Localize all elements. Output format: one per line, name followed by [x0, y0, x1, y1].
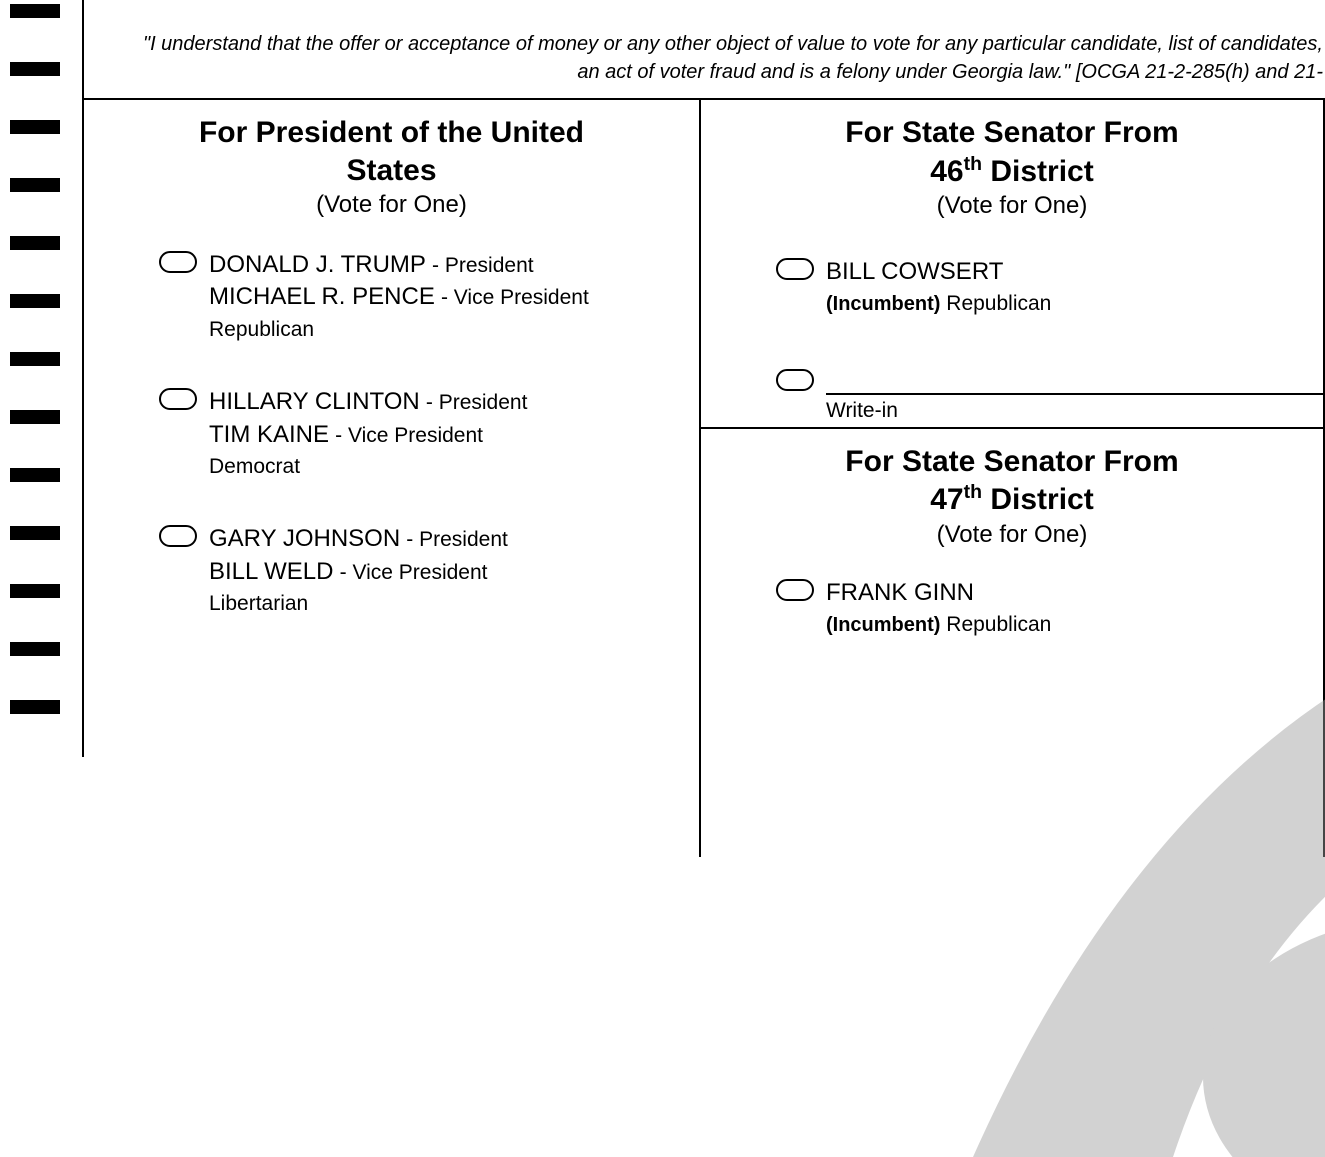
- title-line: For State Senator From: [845, 445, 1178, 478]
- candidate-option[interactable]: BILL COWSERT (Incumbent) Republican: [776, 256, 1303, 319]
- timing-mark: [10, 120, 60, 134]
- writein-label: Write-in: [826, 399, 1323, 427]
- disclaimer-line2: an act of voter fraud and is a felony un…: [577, 61, 1323, 83]
- race-title-senate47: For State Senator From 47th District: [721, 443, 1303, 519]
- timing-mark: [10, 468, 60, 482]
- candidate-list-senate47: FRANK GINN (Incumbent) Republican: [701, 559, 1323, 640]
- role-text: Vice President: [352, 561, 487, 584]
- role-text: Vice President: [454, 286, 589, 309]
- writein-block: Write-in: [826, 367, 1323, 427]
- candidate-text: BILL COWSERT (Incumbent) Republican: [826, 256, 1051, 319]
- race-header-senate47: For State Senator From 47th District (Vo…: [701, 429, 1323, 559]
- candidate-list-president: DONALD J. TRUMP - President MICHAEL R. P…: [84, 229, 699, 618]
- candidate-name: MICHAEL R. PENCE: [209, 283, 435, 310]
- candidate-name: FRANK GINN: [826, 579, 974, 606]
- race-instruction: (Vote for One): [104, 191, 679, 219]
- race-senate-47: For State Senator From 47th District (Vo…: [701, 429, 1323, 640]
- timing-mark: [10, 236, 60, 250]
- race-title-senate46: For State Senator From 46th District: [721, 114, 1303, 190]
- fraud-disclaimer: "I understand that the offer or acceptan…: [84, 0, 1325, 100]
- candidate-name: BILL WELD: [209, 558, 334, 585]
- candidate-name: TIM KAINE: [209, 421, 329, 448]
- vote-oval[interactable]: [159, 388, 197, 410]
- vote-oval[interactable]: [776, 258, 814, 280]
- candidate-party: Libertarian: [209, 592, 308, 615]
- timing-mark: [10, 410, 60, 424]
- role-text: President: [419, 528, 508, 551]
- title-line: States: [346, 154, 436, 187]
- district-num: 47: [930, 483, 963, 516]
- candidate-party: Republican: [209, 318, 314, 341]
- timing-mark: [10, 584, 60, 598]
- disclaimer-line1: "I understand that the offer or acceptan…: [143, 33, 1323, 55]
- timing-mark: [10, 62, 60, 76]
- candidate-option[interactable]: GARY JOHNSON - President BILL WELD - Vic…: [159, 523, 679, 618]
- candidate-name: HILLARY CLINTON: [209, 388, 420, 415]
- writein-option[interactable]: Write-in: [701, 349, 1323, 427]
- role-text: Vice President: [348, 424, 483, 447]
- district-word: District: [982, 155, 1094, 188]
- column-president: For President of the United States (Vote…: [84, 100, 701, 857]
- district-word: District: [982, 483, 1094, 516]
- candidate-text: HILLARY CLINTON - President TIM KAINE - …: [209, 386, 527, 481]
- district-num: 46: [930, 155, 963, 188]
- timing-mark: [10, 4, 60, 18]
- candidate-party: Republican: [940, 292, 1051, 315]
- title-line: For State Senator From: [845, 116, 1178, 149]
- candidate-role: - President: [426, 391, 528, 414]
- candidate-text: DONALD J. TRUMP - President MICHAEL R. P…: [209, 249, 589, 344]
- vote-oval[interactable]: [159, 251, 197, 273]
- district-suffix: th: [964, 153, 982, 175]
- race-title-president: For President of the United States: [104, 114, 679, 189]
- role-text: President: [445, 254, 534, 277]
- incumbent-label: (Incumbent): [826, 614, 940, 636]
- ballot-content: "I understand that the offer or acceptan…: [82, 0, 1325, 757]
- timing-mark: [10, 526, 60, 540]
- timing-marks-column: [10, 0, 70, 757]
- candidate-option[interactable]: HILLARY CLINTON - President TIM KAINE - …: [159, 386, 679, 481]
- candidate-option[interactable]: FRANK GINN (Incumbent) Republican: [776, 577, 1303, 640]
- candidate-party: Republican: [940, 613, 1051, 636]
- candidate-party: Democrat: [209, 455, 300, 478]
- candidate-list-senate46: BILL COWSERT (Incumbent) Republican: [701, 230, 1323, 319]
- candidate-text: GARY JOHNSON - President BILL WELD - Vic…: [209, 523, 508, 618]
- race-header-senate46: For State Senator From 46th District (Vo…: [701, 100, 1323, 230]
- role-text: President: [439, 391, 528, 414]
- vote-oval[interactable]: [159, 525, 197, 547]
- candidate-role: - President: [432, 254, 534, 277]
- timing-mark: [10, 294, 60, 308]
- candidate-option[interactable]: DONALD J. TRUMP - President MICHAEL R. P…: [159, 249, 679, 344]
- candidate-name: BILL COWSERT: [826, 258, 1003, 285]
- writein-line[interactable]: [826, 393, 1323, 395]
- race-instruction: (Vote for One): [721, 521, 1303, 549]
- incumbent-label: (Incumbent): [826, 293, 940, 315]
- race-senate-46: For State Senator From 46th District (Vo…: [701, 100, 1323, 427]
- ballot-columns: For President of the United States (Vote…: [84, 100, 1325, 857]
- vote-oval[interactable]: [776, 579, 814, 601]
- timing-mark: [10, 700, 60, 714]
- race-instruction: (Vote for One): [721, 192, 1303, 220]
- candidate-role: - Vice President: [335, 424, 483, 447]
- timing-mark: [10, 642, 60, 656]
- title-line: For President of the United: [199, 116, 584, 149]
- candidate-name: GARY JOHNSON: [209, 525, 400, 552]
- district-suffix: th: [964, 481, 982, 503]
- district-line: 47th District: [930, 483, 1093, 516]
- timing-mark: [10, 352, 60, 366]
- candidate-text: FRANK GINN (Incumbent) Republican: [826, 577, 1051, 640]
- race-header-president: For President of the United States (Vote…: [84, 100, 699, 229]
- timing-mark: [10, 178, 60, 192]
- candidate-role: - Vice President: [340, 561, 488, 584]
- column-state-senator: For State Senator From 46th District (Vo…: [701, 100, 1325, 857]
- candidate-name: DONALD J. TRUMP: [209, 251, 426, 278]
- candidate-role: - Vice President: [441, 286, 589, 309]
- candidate-role: - President: [406, 528, 508, 551]
- vote-oval[interactable]: [776, 369, 814, 391]
- district-line: 46th District: [930, 155, 1093, 188]
